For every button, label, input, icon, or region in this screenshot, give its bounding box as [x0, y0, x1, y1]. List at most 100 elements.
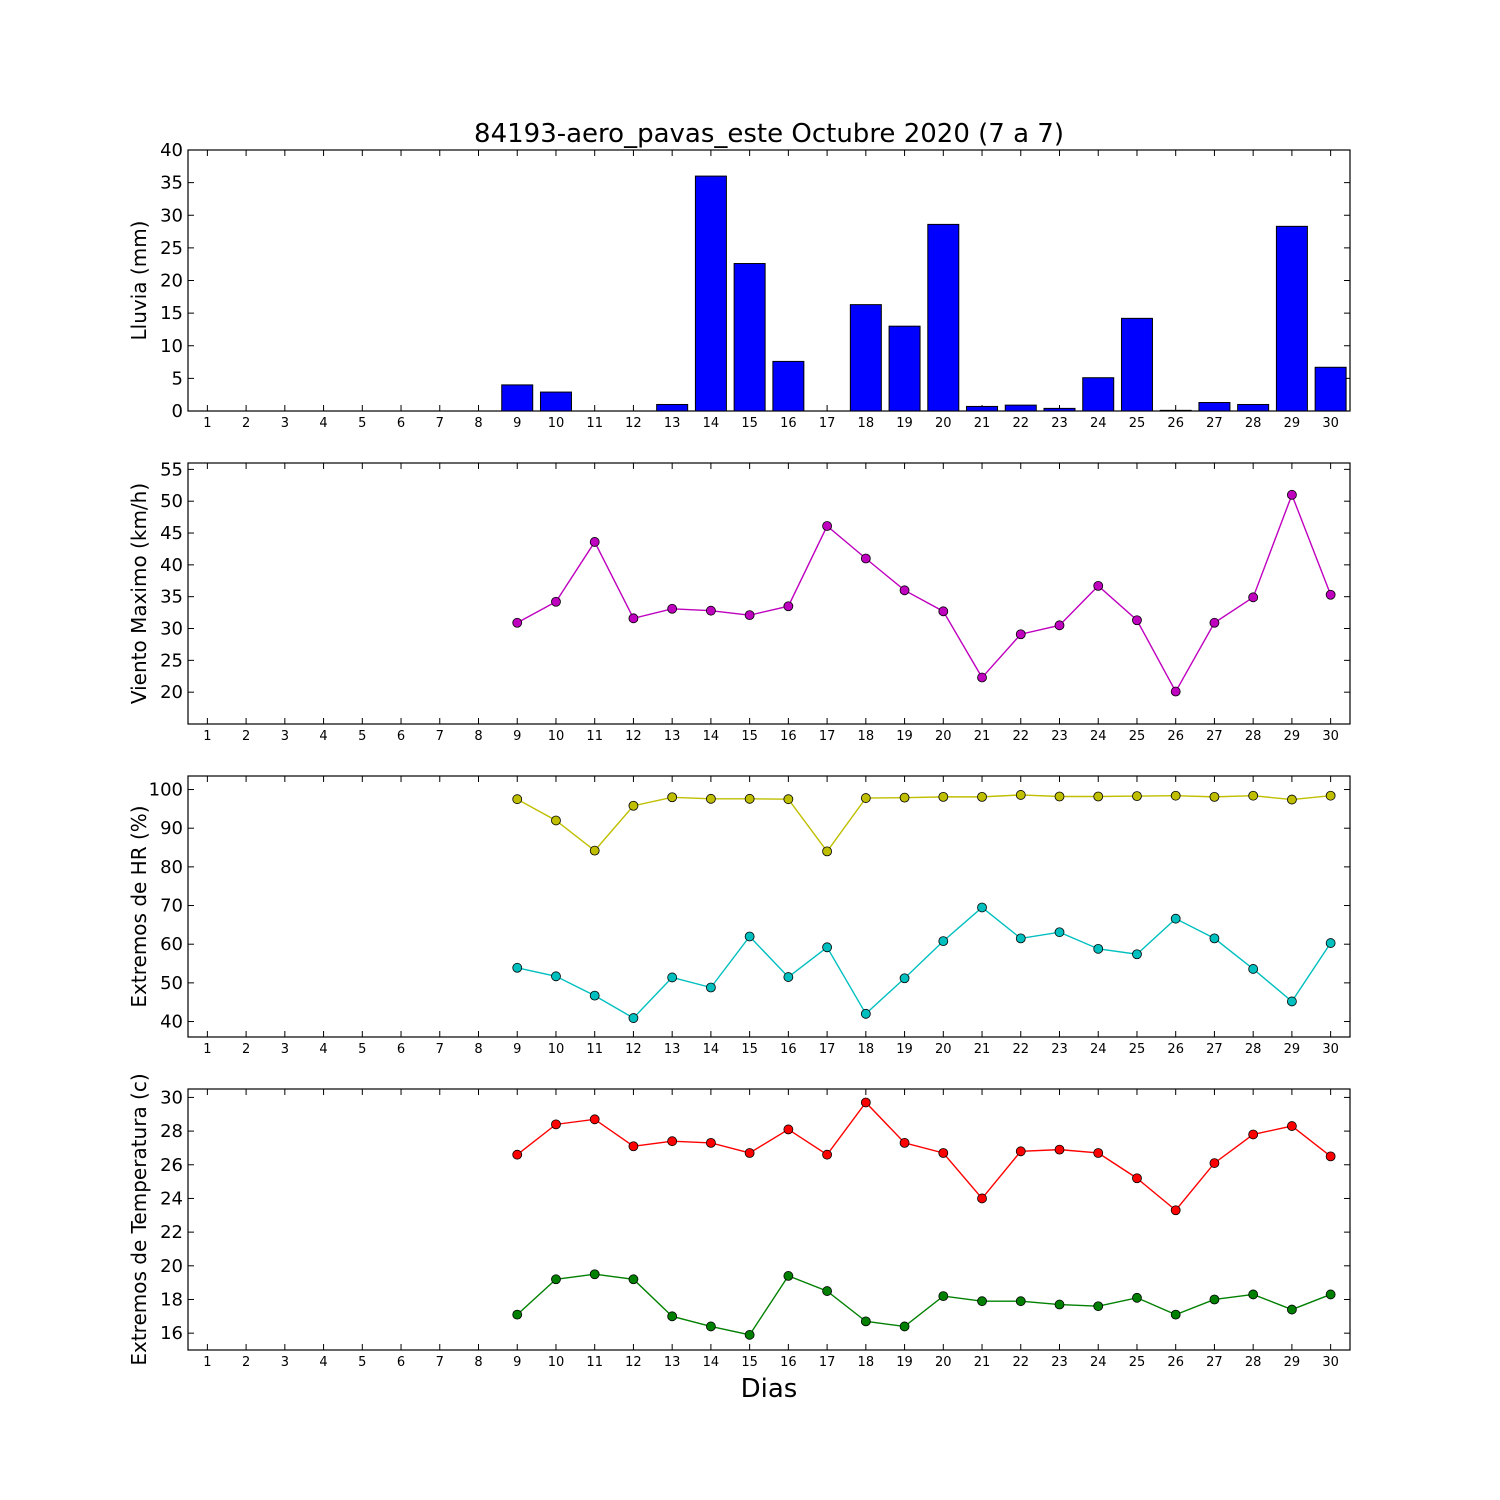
x-tick-label: 2 [242, 1355, 250, 1370]
x-tick-label: 15 [741, 729, 758, 744]
rain-bar-day-26 [1159, 409, 1192, 412]
data-point-day-12 [628, 1274, 639, 1285]
data-point-day-25 [1132, 1292, 1142, 1303]
x-tick-label: 29 [1284, 729, 1301, 744]
data-point-day-11 [589, 990, 600, 1001]
rain-bar-day-13 [656, 403, 689, 412]
x-tick-label: 21 [974, 1042, 991, 1057]
data-point-day-23 [1054, 1144, 1065, 1155]
x-tick-label: 6 [397, 1355, 405, 1370]
data-point-day-13 [667, 792, 678, 803]
x-tick-label: 1 [203, 1042, 211, 1057]
x-tick-label: 14 [703, 1042, 720, 1057]
data-point-day-13 [667, 1136, 678, 1147]
data-point-day-25 [1132, 615, 1142, 626]
data-point-day-24 [1093, 943, 1104, 954]
x-tick-label: 18 [858, 729, 875, 744]
x-tick-label: 14 [703, 729, 720, 744]
x-tick-label: 13 [664, 729, 681, 744]
x-tick-label: 2 [242, 729, 250, 744]
y-tick-label: 10 [160, 336, 183, 357]
data-point-day-20 [938, 1148, 949, 1158]
x-tick-label: 7 [436, 416, 444, 431]
data-point-day-14 [706, 1321, 716, 1332]
x-tick-label: 19 [896, 1355, 913, 1370]
data-point-day-23 [1054, 791, 1065, 802]
data-point-day-9 [512, 617, 523, 628]
x-tick-label: 26 [1167, 1355, 1184, 1370]
data-point-day-19 [899, 792, 910, 803]
data-point-day-29 [1287, 1304, 1297, 1315]
data-point-day-12 [628, 1141, 639, 1152]
data-point-day-29 [1287, 489, 1297, 500]
y-tick-label: 20 [160, 1256, 183, 1277]
x-tick-label: 20 [935, 729, 952, 744]
x-tick-label: 4 [319, 416, 327, 431]
x-tick-label: 4 [319, 1042, 327, 1057]
x-tick-label: 23 [1051, 1355, 1068, 1370]
x-tick-label: 10 [548, 1042, 565, 1057]
x-tick-label: 7 [436, 729, 444, 744]
data-point-day-22 [1015, 1146, 1026, 1157]
data-point-day-25 [1132, 1173, 1142, 1184]
data-point-day-14 [706, 793, 716, 804]
y-tick-label: 80 [160, 857, 183, 878]
y-tick-label: 50 [160, 491, 183, 512]
x-tick-label: 16 [780, 1355, 797, 1370]
y-tick-label: 15 [160, 303, 183, 324]
data-point-day-19 [899, 1321, 910, 1332]
data-point-day-10 [551, 1119, 561, 1130]
x-tick-label: 22 [1012, 729, 1029, 744]
data-point-day-28 [1248, 1289, 1259, 1300]
x-tick-label: 21 [974, 1355, 991, 1370]
x-tick-label: 27 [1206, 729, 1223, 744]
y-tick-label: 60 [160, 934, 183, 955]
data-point-day-11 [589, 537, 600, 547]
x-tick-label: 16 [780, 1042, 797, 1057]
data-point-day-27 [1209, 791, 1220, 802]
y-tick-label: 0 [172, 401, 183, 422]
x-tick-label: 30 [1322, 416, 1339, 431]
x-tick-label: 10 [548, 729, 565, 744]
x-tick-label: 17 [819, 729, 836, 744]
rain-bar-day-19 [888, 325, 921, 412]
data-point-day-14 [706, 1137, 716, 1148]
data-point-day-27 [1209, 617, 1220, 628]
y-tick-label: 20 [160, 271, 183, 292]
x-tick-label: 25 [1129, 729, 1146, 744]
y-tick-label: 40 [160, 1012, 183, 1033]
x-tick-label: 20 [935, 416, 952, 431]
data-point-day-18 [860, 1097, 871, 1108]
x-tick-label: 22 [1012, 1042, 1029, 1057]
data-point-day-17 [822, 942, 832, 953]
x-tick-label: 3 [281, 1042, 289, 1057]
y-tick-label: 18 [160, 1289, 183, 1310]
y-tick-label: 35 [160, 587, 183, 608]
x-tick-label: 12 [625, 1355, 642, 1370]
plot-frame [187, 775, 1351, 1038]
x-tick-label: 27 [1206, 1355, 1223, 1370]
x-tick-label: 9 [513, 416, 521, 431]
data-point-day-24 [1093, 1301, 1104, 1312]
x-tick-label: 28 [1245, 416, 1262, 431]
series-line-1 [516, 492, 1332, 693]
x-tick-label: 30 [1322, 729, 1339, 744]
y-tick-label: 26 [160, 1155, 183, 1176]
rain-bar-day-24 [1082, 377, 1115, 412]
rain-bar-day-25 [1120, 317, 1153, 412]
rain-bar-day-30 [1314, 366, 1347, 412]
data-point-day-12 [628, 613, 639, 624]
chart-title: 84193-aero_pavas_este Octubre 2020 (7 a … [474, 119, 1064, 149]
x-tick-label: 5 [358, 1042, 366, 1057]
data-point-day-24 [1093, 580, 1104, 591]
x-tick-label: 8 [474, 416, 482, 431]
x-tick-label: 25 [1129, 1355, 1146, 1370]
rain-bar-day-16 [772, 360, 805, 412]
rain-bar-day-18 [849, 304, 882, 412]
data-point-day-16 [783, 1271, 794, 1281]
y-tick-label: 55 [160, 459, 183, 480]
x-tick-label: 2 [242, 1042, 250, 1057]
